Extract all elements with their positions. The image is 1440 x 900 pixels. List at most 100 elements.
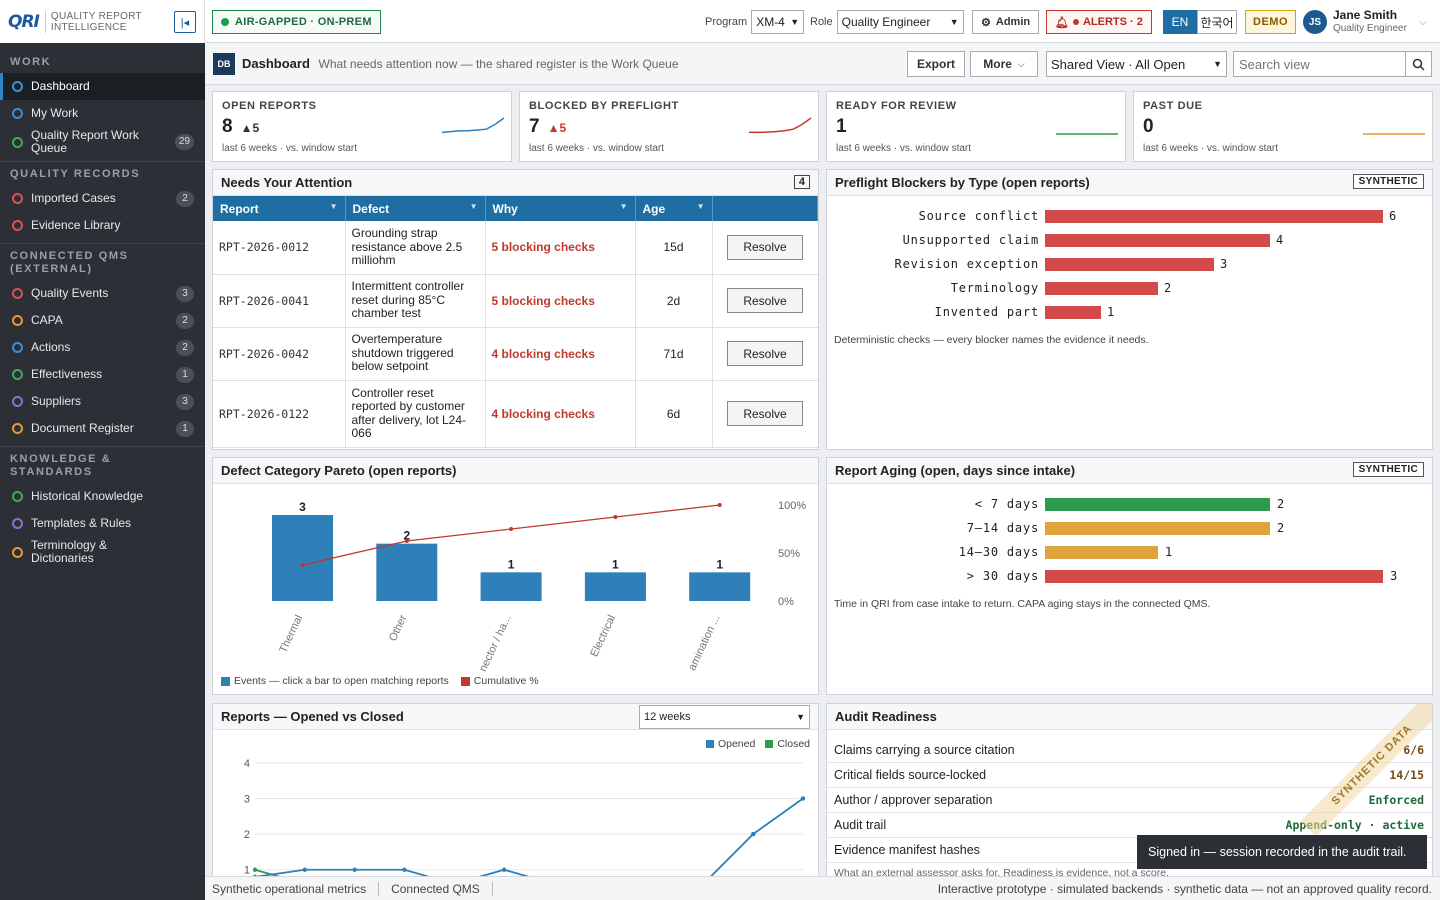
kpi-card[interactable]: OPEN REPORTS 8 ▲5 last 6 weeks · vs. window… [212,91,512,162]
sidebar-item-label: Document Register [31,421,134,435]
air-gapped-badge: AIR-GAPPED · ON-PREM [212,10,381,34]
column-header-label: Report [220,201,259,216]
sidebar-item-my-work[interactable]: My Work [0,100,205,127]
bar[interactable] [1045,234,1270,247]
footer-synthetic-metrics[interactable]: Synthetic operational metrics [205,881,380,896]
sidebar-item-terminology-dictionaries[interactable]: Terminology & Dictionaries [0,537,205,567]
bar-value-label: 1 [508,557,515,571]
kpi-card[interactable]: PAST DUE 0 last 6 weeks · vs. window start [1133,91,1433,162]
sidebar: QRI QUALITY REPORT INTELLIGENCE |◂ WORK D… [0,0,205,900]
lang-ko-button[interactable]: 한국어 [1197,10,1237,34]
column-header-defect[interactable]: Defect ▼ [345,196,486,221]
bar[interactable] [1045,498,1270,511]
column-header-label: Defect [352,201,390,216]
sidebar-item-actions[interactable]: Actions 2 [0,334,205,361]
pareto-bar[interactable] [272,515,333,601]
cumulative-line [302,504,720,566]
table-row[interactable]: RPT-2026-0042 Overtemperature shutdown tr… [213,327,818,381]
table-row[interactable]: RPT-2026-0012 Grounding strap resistance … [213,221,818,275]
table-row[interactable]: RPT-2026-0041 Intermittent controller res… [213,274,818,328]
footer-disclaimer: Interactive prototype · simulated backen… [937,881,1432,896]
y-tick-label: 2 [244,829,250,841]
column-header-report[interactable]: Report ▼ [213,196,346,221]
sidebar-item-evidence-library[interactable]: Evidence Library [0,212,205,239]
program-select[interactable]: XM-4 ▼ [751,10,805,34]
sidebar-item-suppliers[interactable]: Suppliers 3 [0,388,205,415]
aging-panel: Report Aging (open, days since intake) SY… [826,457,1433,695]
y-tick-label: 4 [244,758,250,770]
lang-en-button[interactable]: EN [1163,10,1197,34]
resolve-button[interactable]: Resolve [727,341,803,366]
chevron-down-icon: ▼ [1213,59,1222,69]
bar[interactable] [1045,306,1101,319]
pareto-bar[interactable] [480,572,542,601]
bar-value-label: 3 [299,500,306,514]
sidebar-item-document-register[interactable]: Document Register 1 [0,415,205,442]
pareto-bar[interactable] [584,572,646,601]
kpi-card[interactable]: READY FOR REVIEW 1 last 6 weeks · vs. wind… [826,91,1126,162]
page-header: DB Dashboard What needs attention now — … [205,43,1440,85]
sidebar-item-label: Quality Events [31,286,109,300]
column-header-why[interactable]: Why ▼ [485,196,636,221]
user-menu[interactable]: JS Jane Smith Quality Engineer ⌵ [1303,9,1427,35]
admin-button[interactable]: ⚙ Admin [972,10,1040,34]
sparkline [749,117,812,134]
data-point [402,867,407,872]
sidebar-item-quality-events[interactable]: Quality Events 3 [0,280,205,307]
opened-closed-panel: Reports — Opened vs Closed 12 weeks ▼ Ope… [212,703,819,878]
bar-label: > 30 days [966,569,1039,583]
nav-divider [0,243,205,244]
search-input[interactable] [1233,51,1406,77]
kpi-value-group: 0 [1143,116,1154,138]
sidebar-item-historical-knowledge[interactable]: Historical Knowledge [0,483,205,510]
sidebar-item-templates-rules[interactable]: Templates & Rules [0,510,205,537]
sidebar-item-imported-cases[interactable]: Imported Cases 2 [0,185,205,212]
alerts-button[interactable]: 🔔︎ ALERTS · 2 [1046,10,1152,34]
role-select[interactable]: Quality Engineer ▼ [836,10,964,34]
collapse-sidebar-icon[interactable]: |◂ [174,11,196,33]
range-select[interactable]: 12 weeks ▼ [639,705,810,729]
sidebar-item-capa[interactable]: CAPA 2 [0,307,205,334]
series-line-opened [254,797,804,877]
bar[interactable] [1045,570,1383,583]
sidebar-item-dashboard[interactable]: Dashboard [0,73,205,100]
panel-title: Preflight Blockers by Type (open reports… [835,175,1090,190]
sidebar-nav: WORK Dashboard My Work Quality Report Work … [0,43,205,567]
data-point [800,796,806,801]
resolve-button[interactable]: Resolve [727,234,803,260]
legend-swatch [221,676,230,686]
audit-label: Audit trail [834,818,887,832]
resolve-button[interactable]: Resolve [727,288,803,313]
panel-title: Reports — Opened vs Closed [221,709,404,724]
kpi-title: READY FOR REVIEW [836,100,957,112]
brand-logo: QRI [8,11,40,32]
resolve-button[interactable]: Resolve [727,401,803,426]
export-button[interactable]: Export [907,51,966,77]
bar-value: 1 [1165,545,1173,559]
why-cell: 4 blocking checks [485,380,636,448]
count-badge: 3 [176,285,194,302]
pareto-bar[interactable] [689,572,751,601]
bar[interactable] [1045,546,1158,559]
shared-view-select[interactable]: Shared View · All Open ▼ [1046,51,1227,77]
bar[interactable] [1045,282,1158,295]
defect-cell: Grounding strap resistance above 2.5 mil… [345,221,486,275]
sidebar-item-quality-report-work-queue[interactable]: Quality Report Work Queue 29 [0,127,205,157]
kpi-card[interactable]: BLOCKED BY PREFLIGHT 7 ▲5 last 6 weeks · vs… [519,91,819,162]
action-cell: Resolve [712,221,818,275]
search-button[interactable] [1406,51,1432,77]
column-header-age[interactable]: Age ▼ [635,196,713,221]
bar[interactable] [1045,258,1214,271]
bar[interactable] [1045,522,1270,535]
table-row[interactable]: RPT-2026-0122 Controller reset reported b… [213,380,818,448]
bar[interactable] [1045,210,1383,223]
sidebar-item-label: Imported Cases [31,191,116,205]
footer-connected-qms[interactable]: Connected QMS [379,881,493,896]
legend-swatch [460,676,470,686]
legend-events[interactable]: Events — click a bar to open matching re… [234,675,449,687]
sidebar-item-label: Evidence Library [31,218,121,232]
nav-section-title: KNOWLEDGE & STANDARDS [10,453,112,478]
more-button[interactable]: More ⌵ [970,51,1038,77]
pareto-bar[interactable] [376,543,438,601]
sidebar-item-effectiveness[interactable]: Effectiveness 1 [0,361,205,388]
